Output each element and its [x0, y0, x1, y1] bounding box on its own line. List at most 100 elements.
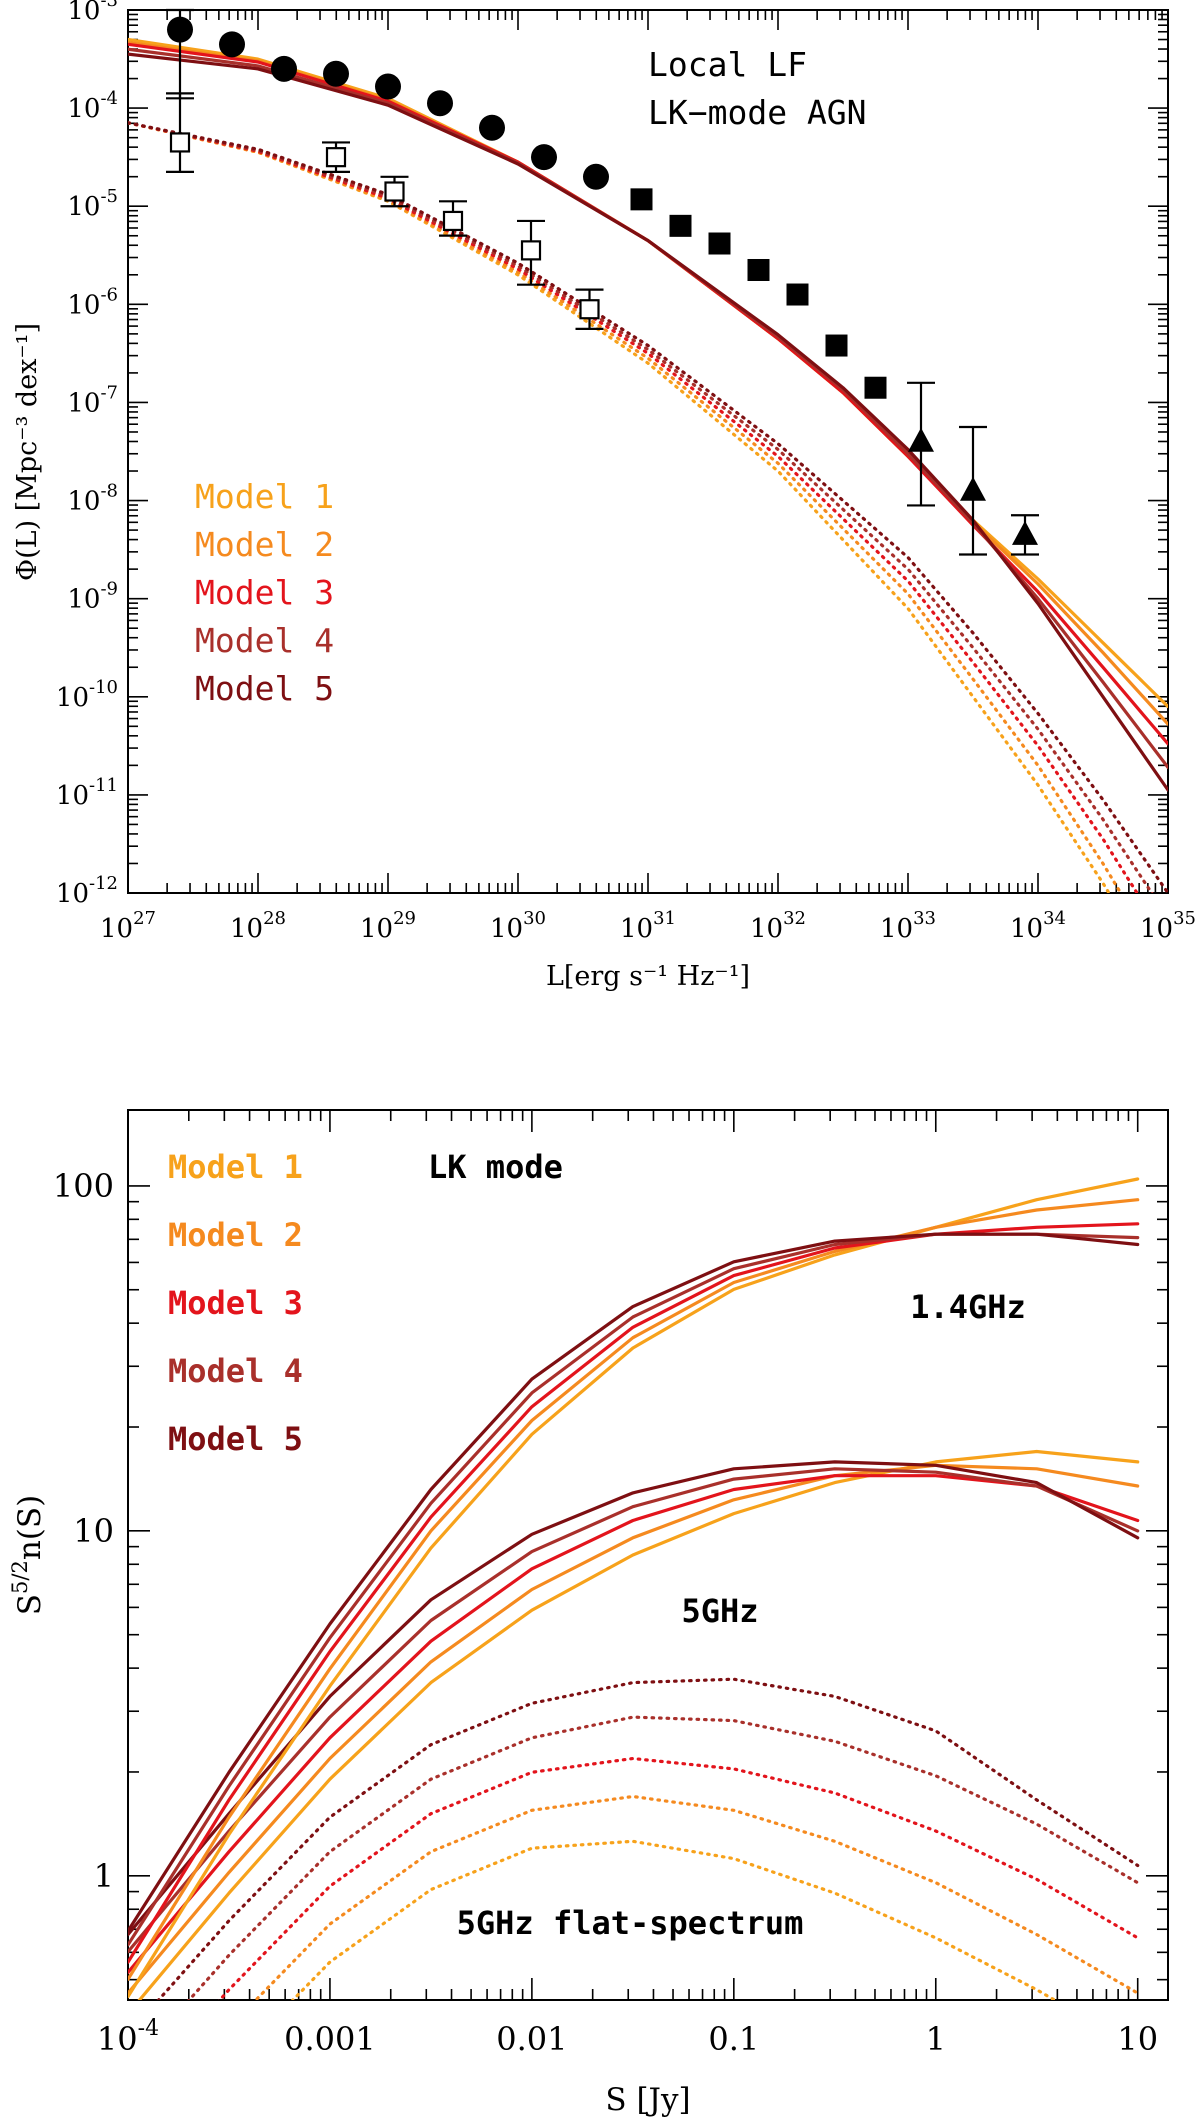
- 5ghz-curve-model-1: [137, 1449, 1140, 2000]
- flat-spectrum-curve-model-4: [187, 1715, 1140, 2000]
- flat-spectrum-curve-model-5: [156, 1677, 1140, 2000]
- filled-circle-point: [531, 144, 557, 171]
- filled-square-point: [825, 334, 848, 357]
- top-dotted-curve-model-5: [128, 121, 1168, 893]
- top-legend-model-5: Model 5: [195, 669, 334, 708]
- top-model-curves: [128, 37, 1168, 893]
- bottom-plot-frame: [127, 1109, 1169, 2001]
- bottom-legend-model-1: Model 1: [168, 1148, 303, 1186]
- top-y-tick-label: 10-7: [67, 382, 118, 418]
- bottom-axis-ticks: 10-4 0.001 0.01 0.1 1 10 1 10 100: [53, 1110, 1168, 2058]
- bottom-chart-panel: 10-4 0.001 0.01 0.1 1 10 1 10 100 Model 1 Model …: [8, 1109, 1169, 2118]
- bottom-y-tick-label: 100: [53, 1167, 114, 1205]
- filled-square-point: [864, 376, 887, 399]
- bottom-x-axis-label: S [Jy]: [605, 2082, 690, 2118]
- top-x-tick-label: 1032: [750, 908, 806, 944]
- filled-triangle-point: [960, 476, 986, 501]
- top-y-tick-label: 10-9: [67, 579, 118, 615]
- top-data-points: [166, 8, 1039, 556]
- bottom-x-tick-label: 1: [926, 2020, 946, 2058]
- filled-square-point: [747, 258, 770, 281]
- filled-circle-point: [167, 16, 193, 43]
- filled-circle-point: [323, 60, 349, 87]
- top-subtitle: LK−mode AGN: [648, 93, 867, 132]
- filled-triangle-point: [1012, 520, 1038, 545]
- top-legend-model-2: Model 2: [195, 525, 334, 564]
- 1p4ghz-curve-model-2: [128, 1198, 1140, 1981]
- top-y-tick-label: 10-4: [67, 88, 118, 124]
- open-square-point: [169, 132, 191, 153]
- top-y-tick-label: 10-6: [67, 284, 118, 320]
- top-y-tick-label: 10-11: [56, 775, 118, 811]
- filled-circle-point: [271, 55, 297, 82]
- bottom-legend-model-4: Model 4: [168, 1352, 303, 1390]
- bottom-legend: Model 1 Model 2 Model 3 Model 4 Model 5: [168, 1148, 303, 1458]
- top-chart-panel: 1027 1028 1029 1030 1031 1032 1033 1034 1035 10-3…: [12, 0, 1196, 992]
- top-y-tick-label: 10-8: [67, 481, 118, 517]
- top-legend-model-4: Model 4: [195, 621, 334, 660]
- top-plot-frame: [127, 9, 1169, 894]
- open-square-point: [325, 147, 347, 168]
- top-title: Local LF: [648, 45, 807, 84]
- filled-square-point: [786, 283, 809, 306]
- bottom-legend-model-5: Model 5: [168, 1420, 303, 1458]
- top-y-tick-label: 10-10: [56, 677, 118, 713]
- open-square-point: [520, 240, 542, 261]
- bottom-y-tick-label: 1: [94, 1857, 114, 1895]
- open-square-point: [384, 181, 405, 202]
- top-y-tick-label: 10-5: [67, 186, 118, 222]
- bottom-x-tick-label: 0.001: [284, 2020, 376, 2058]
- bottom-y-tick-label: 10: [73, 1512, 114, 1550]
- bottom-x-tick-label: 10: [1117, 2020, 1158, 2058]
- top-x-tick-label: 1027: [100, 908, 156, 944]
- filled-square-point: [669, 214, 692, 237]
- 5ghz-curve-model-2: [128, 1463, 1140, 1995]
- top-x-tick-label: 1029: [360, 908, 416, 944]
- bottom-x-tick-label: 0.01: [496, 2020, 567, 2058]
- top-axis-ticks: 1027 1028 1029 1030 1031 1032 1033 1034 1035 10-3…: [56, 0, 1196, 944]
- flat-spectrum-curve-model-1: [290, 1839, 1058, 2000]
- bottom-model-curves: [128, 1177, 1140, 2000]
- 1p4ghz-curve-model-5: [128, 1232, 1140, 1933]
- top-y-axis-label: Φ(L) [Mpc⁻³ dex⁻¹]: [12, 323, 43, 581]
- bottom-legend-model-3: Model 3: [168, 1284, 303, 1322]
- filled-circle-point: [583, 163, 609, 190]
- filled-circle-point: [479, 114, 505, 141]
- bottom-legend-model-2: Model 2: [168, 1216, 303, 1254]
- 5ghz-curve-model-3: [128, 1474, 1140, 1974]
- bottom-x-tick-label: 10-4: [97, 2016, 159, 2058]
- filled-square-point: [708, 232, 731, 255]
- filled-circle-point: [219, 31, 245, 58]
- top-x-tick-label: 1033: [880, 908, 936, 944]
- 5ghz-curve-model-4: [128, 1467, 1140, 1954]
- top-x-tick-label: 1035: [1140, 908, 1196, 944]
- top-x-tick-label: 1028: [230, 908, 286, 944]
- 1p4ghz-curve-model-3: [128, 1222, 1140, 1964]
- open-square-point: [579, 299, 600, 320]
- top-solid-curve-model-5: [128, 52, 1168, 792]
- bottom-x-tick-label: 0.1: [708, 2020, 759, 2058]
- top-legend-model-1: Model 1: [195, 477, 334, 516]
- top-x-tick-label: 1031: [620, 908, 676, 944]
- bottom-y-axis-label: S5/2n(S): [8, 1495, 48, 1615]
- top-y-tick-label: 10-12: [56, 873, 118, 909]
- top-legend: Model 1 Model 2 Model 3 Model 4 Model 5: [195, 477, 334, 708]
- top-legend-model-3: Model 3: [195, 573, 334, 612]
- filled-circle-point: [427, 90, 453, 117]
- open-square-point: [442, 210, 464, 232]
- top-x-axis-label: L[erg s⁻¹ Hz⁻¹]: [546, 961, 750, 992]
- filled-square-point: [630, 188, 653, 211]
- label-1p4ghz: 1.4GHz: [910, 1288, 1026, 1326]
- flat-spectrum-curve-model-3: [217, 1756, 1140, 2000]
- top-x-tick-label: 1030: [490, 908, 546, 944]
- top-y-tick-label: 10-3: [67, 0, 118, 26]
- bottom-annotation-lk-mode: LK mode: [428, 1148, 563, 1186]
- top-x-tick-label: 1034: [1010, 908, 1066, 944]
- label-5ghz: 5GHz: [681, 1592, 758, 1630]
- filled-triangle-point: [908, 427, 934, 452]
- flat-spectrum-curve-model-2: [253, 1794, 1140, 2000]
- label-5ghz-flat: 5GHz flat-spectrum: [457, 1904, 804, 1942]
- filled-circle-point: [375, 73, 401, 100]
- 1p4ghz-curve-model-1: [128, 1177, 1140, 1999]
